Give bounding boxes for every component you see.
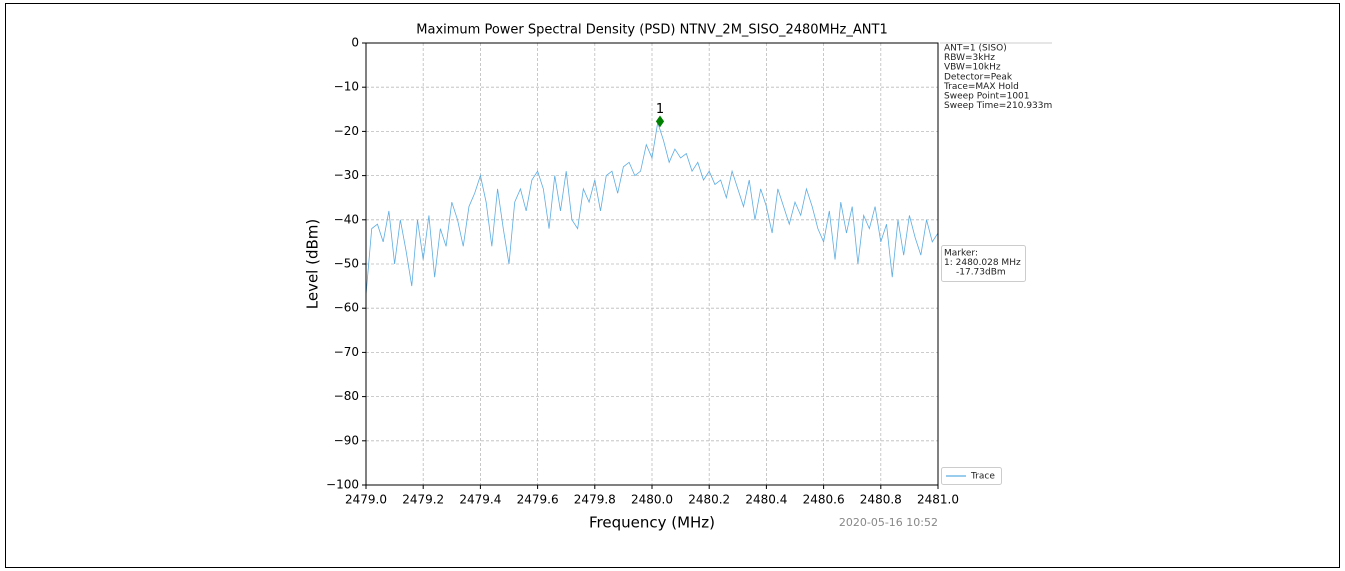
x-tick-label: 2479.8 [574,493,616,507]
x-tick-label: 2479.6 [517,493,559,507]
info-line: Sweep Time=210.933m [944,101,1052,111]
y-tick-label: −10 [334,80,359,94]
info-line: ANT=1 (SISO) [944,44,1007,54]
trace-line [365,122,939,295]
x-tick-label: 2481.0 [917,493,959,507]
x-tick-label: 2480.8 [860,493,902,507]
y-tick-label: 0 [351,36,359,50]
chart-title: Maximum Power Spectral Density (PSD) NTN… [416,23,887,38]
x-tick-label: 2479.4 [459,493,501,507]
page-frame [5,3,1340,568]
y-tick-label: −60 [334,301,359,315]
plot-frame [365,42,939,486]
info-line: VBW=10kHz [944,63,1001,73]
y-tick-label: −20 [334,124,359,138]
marker-box [941,245,1026,282]
x-tick-label: 2479.2 [402,493,444,507]
y-tick-label: −100 [326,478,359,492]
y-tick-label: −90 [334,433,359,447]
info-line: Detector=Peak [944,72,1013,82]
x-tick-label: 2480.0 [631,493,673,507]
marker-info-line: -17.73dBm [956,268,1006,278]
info-line: RBW=3kHz [944,53,995,63]
y-tick-label: −30 [334,168,359,182]
timestamp: 2020-05-16 10:52 [839,516,938,529]
marker-label: 1 [656,102,664,117]
info-line: Trace=MAX Hold [943,82,1019,92]
y-axis-label: Level (dBm) [304,219,322,310]
x-tick-label: 2479.0 [345,493,387,507]
x-tick-label: 2480.6 [803,493,845,507]
x-tick-label: 2480.4 [745,493,787,507]
info-line: Sweep Point=1001 [944,92,1030,102]
legend-box [941,467,1002,485]
legend-label: Trace [970,472,995,482]
info-panel: ANT=1 (SISO)RBW=3kHzVBW=10kHzDetector=Pe… [943,44,1052,112]
x-tick-label: 2480.2 [688,493,730,507]
y-tick-label: −50 [334,257,359,271]
marker-info-line: 1: 2480.028 MHz [944,258,1021,268]
y-tick-label: −70 [334,345,359,359]
marker-panel: Marker:1: 2480.028 MHz-17.73dBm [944,249,1021,278]
x-axis-label: Frequency (MHz) [589,514,715,532]
peak-marker [655,115,665,128]
y-tick-label: −80 [334,389,359,403]
marker-info-line: Marker: [944,249,978,259]
y-tick-label: −40 [334,212,359,226]
